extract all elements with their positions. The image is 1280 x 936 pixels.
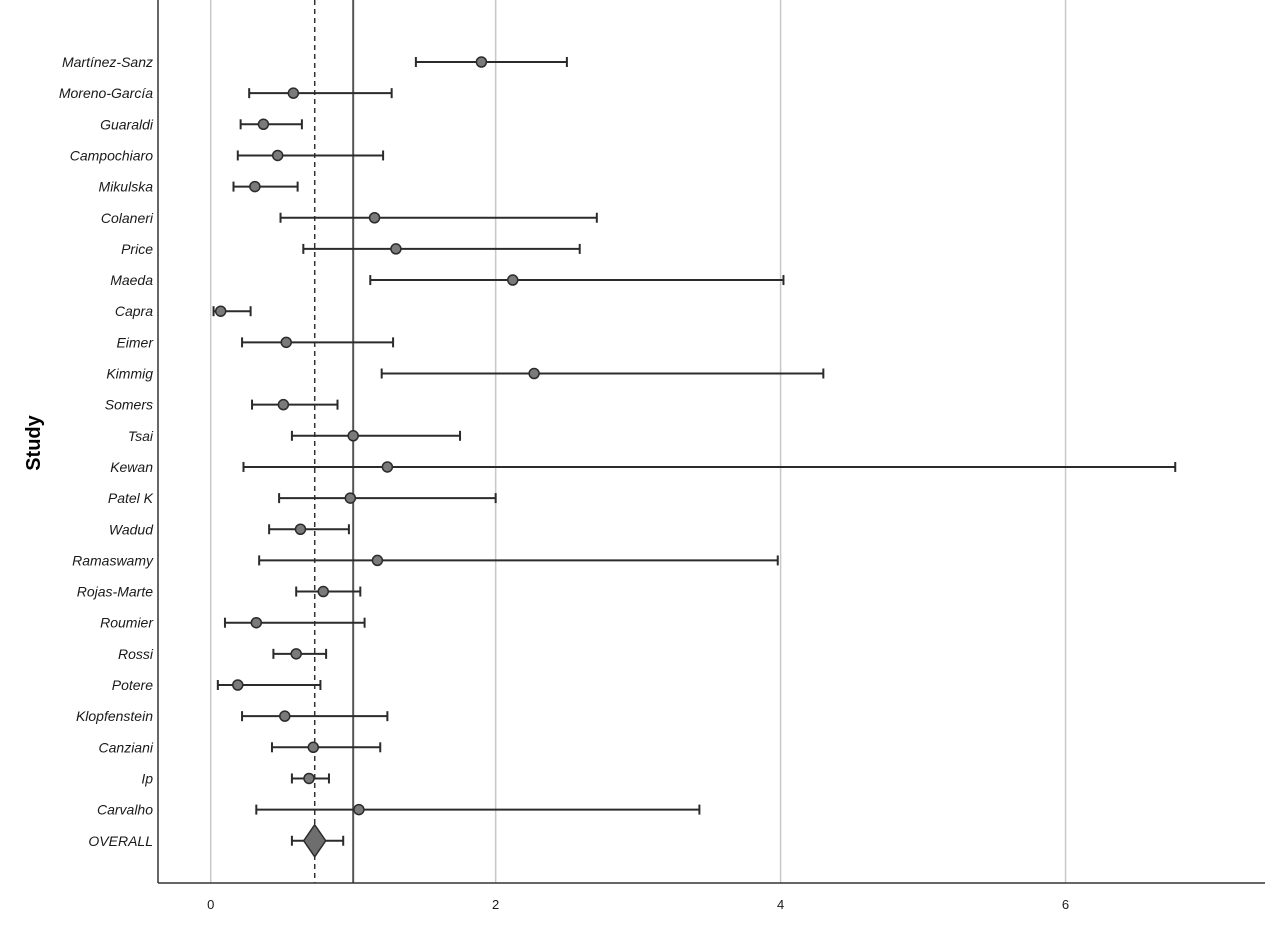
point-estimate-marker (232, 679, 244, 691)
point-estimate-marker (214, 305, 227, 317)
point-estimate-marker (475, 56, 488, 68)
study-label: Somers (105, 397, 153, 413)
point-estimate-marker (249, 180, 261, 193)
point-estimate-marker (347, 430, 359, 442)
study-label: Ramaswamy (72, 552, 154, 568)
x-tick-label: 2 (492, 897, 499, 912)
study-label: Ip (141, 770, 153, 786)
study-label: Wadud (109, 521, 154, 537)
point-estimate-marker (277, 398, 290, 411)
study-label: Mikulska (99, 179, 154, 195)
point-estimate-marker (280, 336, 292, 349)
study-label: Patel K (108, 490, 154, 506)
study-label: Potere (112, 677, 153, 693)
point-estimate-marker (368, 212, 381, 224)
study-label: Martínez-Sanz (62, 54, 153, 70)
point-estimate-marker (287, 87, 300, 99)
point-estimate-marker (528, 367, 540, 380)
study-label: Colaneri (101, 210, 154, 226)
x-tick-labels: 0 2 4 6 (207, 897, 1069, 912)
point-estimate-marker (371, 554, 384, 567)
point-estimate-marker (257, 118, 270, 131)
study-label: Capra (115, 303, 153, 319)
study-label: Moreno-García (59, 85, 153, 101)
point-estimate-marker (390, 243, 402, 255)
study-label: Canziani (99, 739, 154, 755)
study-label: Price (121, 241, 153, 257)
point-estimate-marker (353, 803, 365, 816)
point-estimate-marker (317, 585, 330, 598)
point-estimate-marker (344, 492, 357, 504)
x-tick-label: 6 (1062, 897, 1069, 912)
study-labels: Martínez-Sanz Moreno-García Guaraldi Campoc… (59, 54, 154, 849)
overall-diamond (302, 823, 327, 859)
grid-lines (209, 0, 1067, 883)
y-axis-title: Study (23, 414, 45, 470)
study-label: Rossi (118, 646, 154, 662)
point-estimate-marker (294, 523, 307, 535)
point-estimate-marker (271, 149, 284, 162)
overall-label: OVERALL (88, 833, 153, 849)
study-rows (212, 56, 1177, 859)
study-label: Kewan (110, 459, 153, 475)
point-estimate-marker (381, 461, 394, 473)
study-label: Roumier (100, 615, 154, 631)
point-estimate-marker (307, 741, 320, 754)
study-label: Rojas-Marte (77, 584, 153, 600)
point-estimate-marker (279, 710, 291, 722)
axes (157, 0, 1265, 884)
study-label: Maeda (110, 272, 153, 288)
study-label: Kimmig (106, 366, 153, 382)
study-label: Klopfenstein (76, 708, 153, 724)
reference-lines (313, 0, 355, 883)
study-label: Carvalho (97, 802, 153, 818)
study-label: Eimer (116, 334, 154, 350)
x-tick-label: 4 (777, 897, 784, 912)
study-label: Campochiaro (70, 147, 153, 163)
study-label: Tsai (128, 428, 154, 444)
point-estimate-marker (250, 616, 263, 629)
point-estimate-marker (290, 648, 302, 660)
point-estimate-marker (303, 772, 315, 785)
point-estimate-marker (507, 274, 519, 286)
x-tick-label: 0 (207, 897, 214, 912)
study-label: Guaraldi (100, 116, 154, 132)
